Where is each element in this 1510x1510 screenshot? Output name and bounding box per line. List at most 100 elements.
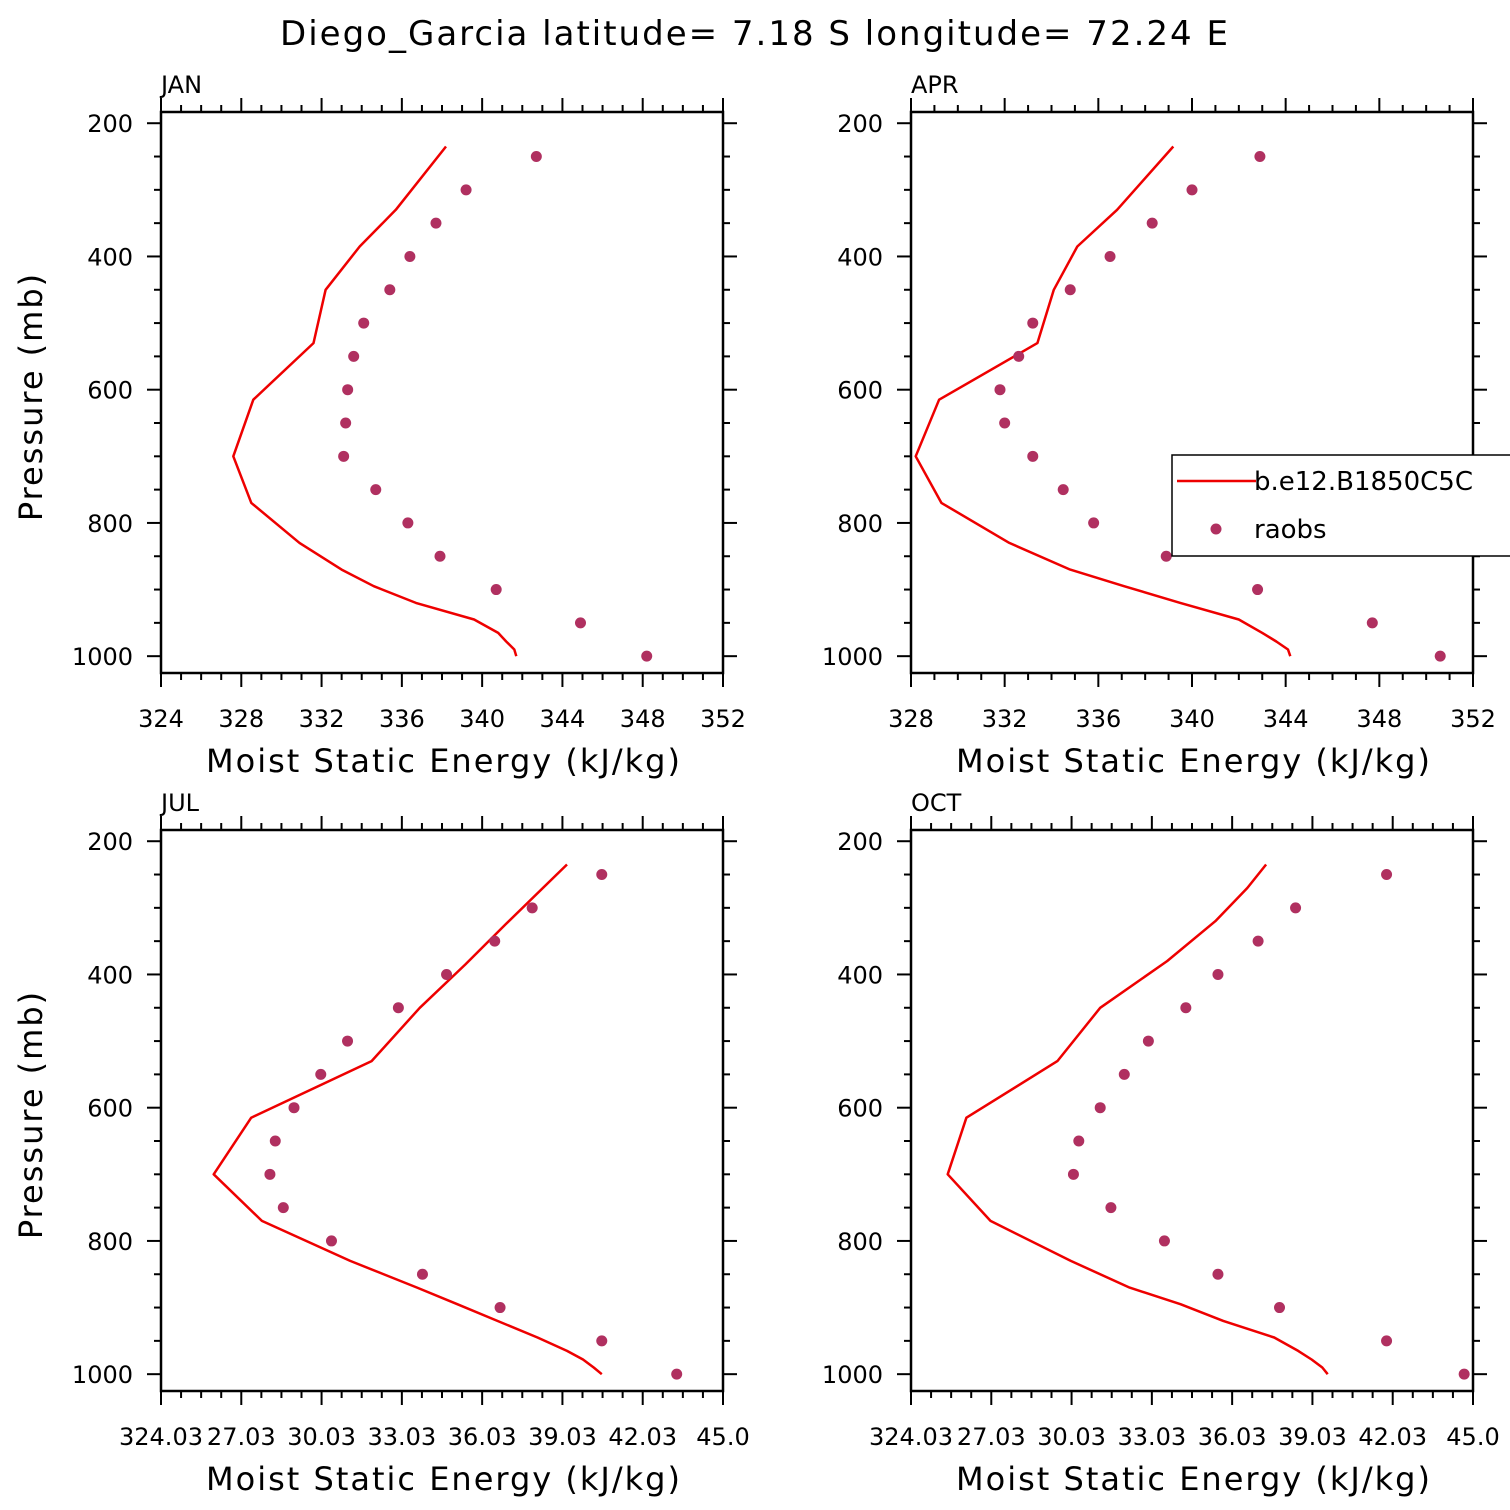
y-tick-label: 200: [837, 828, 883, 856]
y-tick-label: 400: [837, 961, 883, 989]
raobs-point: [1073, 1135, 1085, 1147]
raobs-point: [1105, 1202, 1117, 1214]
raobs-point: [494, 1302, 506, 1314]
raobs-point: [526, 902, 538, 914]
x-tick-label: 324: [138, 705, 184, 733]
x-axis-title: Moist Static Energy (kJ/kg): [956, 742, 1432, 780]
legend: b.e12.B1850C5C raobs: [1171, 454, 1510, 557]
raobs-point: [1254, 151, 1266, 163]
y-axis-title: Pressure (mb): [12, 990, 50, 1239]
x-tick-label: 36.03: [1198, 1423, 1267, 1451]
raobs-point: [370, 484, 382, 496]
y-tick-label: 400: [87, 961, 133, 989]
x-tick-label: 324.03: [869, 1423, 953, 1451]
model-series-line: [232, 145, 518, 657]
x-tick-label: 27.03: [957, 1423, 1026, 1451]
x-tick-label: 33.03: [1117, 1423, 1186, 1451]
y-tick-label: 600: [87, 377, 133, 405]
raobs-point: [1212, 968, 1224, 980]
y-tick-label: 800: [87, 1228, 133, 1256]
y-tick-label: 1000: [822, 1361, 883, 1389]
x-tick-label: 39.03: [1278, 1423, 1347, 1451]
raobs-point: [1027, 317, 1039, 329]
y-tick-label: 200: [837, 110, 883, 138]
panel-oct: OCT 200 400 600 800 1000 324.03 27.03 30.03 33.03…: [822, 789, 1500, 1498]
raobs-point: [530, 151, 542, 163]
y-tick-label: 200: [87, 828, 133, 856]
y-tick-label: 600: [837, 1095, 883, 1123]
raobs-point: [277, 1202, 289, 1214]
raobs-point: [269, 1135, 281, 1147]
panel-jul: JUL 200 400 600 800 1000 324.03 27.03 30.03 33.03…: [12, 789, 750, 1498]
raobs-point: [489, 935, 501, 947]
legend-model-label: b.e12.B1850C5C: [1254, 467, 1473, 497]
panel-label: JAN: [159, 71, 202, 99]
x-tick-label: 324.03: [119, 1423, 203, 1451]
raobs-point: [441, 968, 453, 980]
raobs-point: [1186, 184, 1198, 196]
y-tick-label: 400: [837, 243, 883, 271]
figure-title: Diego_Garcia latitude= 7.18 S longitude=…: [280, 14, 1230, 54]
x-axis-title: Moist Static Energy (kJ/kg): [206, 742, 682, 780]
raobs-point: [430, 217, 442, 229]
raobs-point: [1057, 484, 1069, 496]
raobs-point: [1434, 650, 1446, 662]
raobs-point: [434, 550, 446, 562]
raobs-point: [1088, 517, 1100, 529]
y-tick-label: 600: [87, 1095, 133, 1123]
raobs-point: [574, 617, 586, 629]
raobs-point: [1212, 1268, 1224, 1280]
x-tick-label: 45.0: [1446, 1423, 1499, 1451]
raobs-point: [460, 184, 472, 196]
panel-label: OCT: [911, 789, 962, 817]
legend-box: [1171, 454, 1510, 557]
x-tick-label: 348: [620, 705, 666, 733]
x-tick-label: 352: [1450, 705, 1496, 733]
panel-label: JUL: [159, 789, 200, 817]
raobs-point: [1067, 1168, 1079, 1180]
raobs-point: [1104, 250, 1116, 262]
y-axis-title: Pressure (mb): [12, 272, 50, 521]
y-tick-label: 1000: [72, 643, 133, 671]
y-tick-label: 800: [837, 1228, 883, 1256]
raobs-point: [1366, 617, 1378, 629]
raobs-point: [340, 417, 352, 429]
raobs-point: [1252, 935, 1264, 947]
x-tick-label: 30.03: [287, 1423, 356, 1451]
x-tick-label: 42.03: [608, 1423, 677, 1451]
raobs-point: [416, 1268, 428, 1280]
x-tick-label: 332: [982, 705, 1028, 733]
plot-frame: [159, 828, 725, 1393]
raobs-point: [338, 450, 350, 462]
x-tick-label: 348: [1356, 705, 1402, 733]
x-tick-label: 36.03: [448, 1423, 517, 1451]
x-tick-label: 42.03: [1358, 1423, 1427, 1451]
raobs-point: [1381, 869, 1393, 881]
raobs-point: [1146, 217, 1158, 229]
x-tick-label: 352: [700, 705, 746, 733]
raobs-point: [1290, 902, 1302, 914]
raobs-point: [315, 1068, 327, 1080]
legend-obs-label: raobs: [1254, 515, 1327, 545]
x-tick-label: 344: [540, 705, 586, 733]
raobs-point: [641, 650, 653, 662]
x-tick-label: 340: [459, 705, 505, 733]
panels: JAN 200 400 600 800 1000 324 328 332 336 340 344 348…: [12, 71, 1510, 1498]
raobs-point: [1252, 584, 1264, 596]
raobs-point: [342, 384, 354, 396]
y-tick-label: 600: [837, 377, 883, 405]
raobs-point: [1160, 550, 1172, 562]
model-series-line: [946, 863, 1329, 1375]
panel-jan: JAN 200 400 600 800 1000 324 328 332 336 340 344 348…: [12, 71, 746, 780]
raobs-point: [1274, 1302, 1286, 1314]
x-tick-label: 332: [299, 705, 345, 733]
plot-frame: [909, 828, 1475, 1393]
x-axis-title: Moist Static Energy (kJ/kg): [206, 1460, 682, 1498]
raobs-point: [325, 1235, 337, 1247]
raobs-point: [671, 1368, 683, 1380]
x-tick-label: 336: [1075, 705, 1121, 733]
plot-frame: [159, 110, 725, 675]
raobs-point: [1013, 350, 1025, 362]
panel-apr: APR 200 400 600 800 1000 328 332 336 340 344 348 352…: [822, 71, 1510, 780]
x-tick-label: 340: [1169, 705, 1215, 733]
